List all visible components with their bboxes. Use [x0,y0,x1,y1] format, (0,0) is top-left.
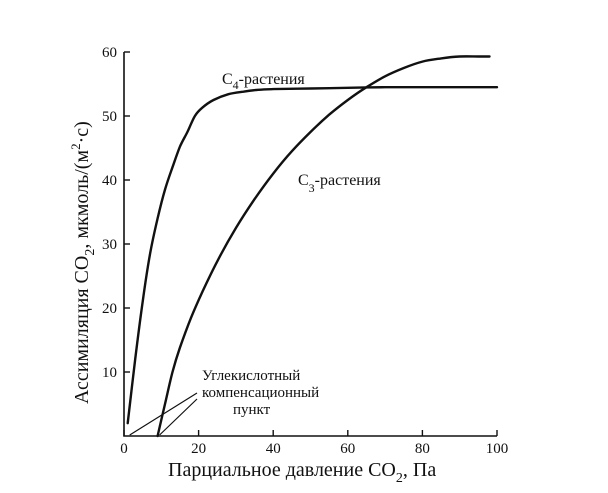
y-tick-label: 30 [102,237,117,253]
y-tick-label: 10 [102,365,117,381]
x-tick-label: 20 [191,441,206,457]
compensation-point-leaders [129,392,198,436]
y-tick-label: 40 [102,173,117,189]
c4-curve [126,85,499,425]
curves [126,55,499,438]
compensation-leader-line [159,398,198,436]
y-axis-ticks: 10 20 30 40 50 60 [102,45,130,381]
y-tick-label: 60 [102,45,117,61]
series-label-c3: C3-растения [298,172,381,195]
x-tick-label: 60 [340,441,355,457]
annotation-line-2: компенсационный [202,385,319,401]
series-label-c4: C4-растения [222,71,305,92]
axis-lines [123,52,497,437]
c3-curve [156,55,491,438]
axes [123,52,497,437]
x-tick-label: 0 [120,441,128,457]
y-tick-label: 20 [102,301,117,317]
x-axis-title: Парциальное давление CO2, Па [168,459,436,486]
annotation-line-3: пункт [233,402,271,418]
compensation-leader-line [129,392,198,436]
x-tick-label: 80 [415,441,430,457]
x-axis-ticks: 0 20 40 60 80 100 [120,430,508,457]
y-tick-label: 50 [102,109,117,125]
x-tick-label: 100 [486,441,509,457]
x-tick-label: 40 [266,441,281,457]
y-axis-title: Ассимиляция CO2, мкмоль/(м2·с) [68,121,98,404]
annotation-line-1: Углекислотный [202,368,300,384]
